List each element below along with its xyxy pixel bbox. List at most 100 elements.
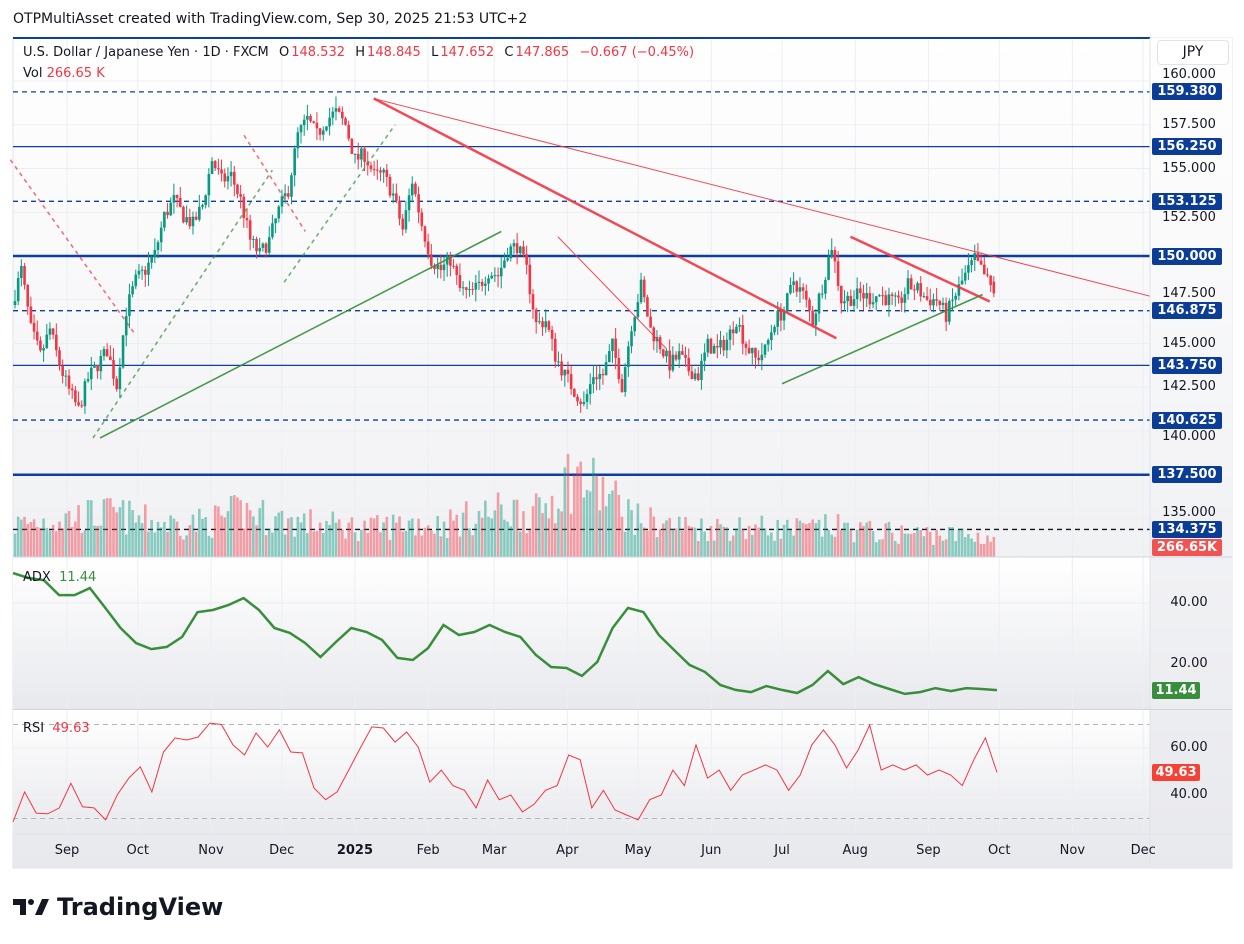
candle [407, 188, 411, 222]
candle [112, 348, 115, 386]
candle [86, 371, 90, 383]
trendline[interactable] [373, 97, 837, 340]
candle-body [843, 301, 846, 304]
volume-bar [347, 522, 350, 557]
volume-bar [531, 506, 535, 557]
candle-body [477, 281, 481, 283]
volume-bar [662, 523, 665, 557]
volume-bar [131, 510, 134, 557]
trendline[interactable] [243, 134, 307, 232]
candle [274, 218, 277, 234]
candle-body [566, 369, 570, 375]
trendline[interactable] [557, 236, 667, 350]
symbol-name[interactable]: U.S. Dollar / Japanese Yen · 1D · FXCM [23, 45, 269, 60]
candle [372, 160, 376, 176]
candle-body [808, 299, 811, 311]
candle-body [166, 211, 169, 216]
volume-legend[interactable]: Vol 266.65 K [23, 66, 105, 81]
candle-body [267, 237, 271, 253]
candle-body [480, 281, 484, 286]
candle-body [226, 176, 230, 182]
volume-bar [967, 534, 970, 557]
trendline[interactable] [781, 293, 984, 385]
volume-bar [220, 515, 223, 557]
volume-bar [201, 518, 204, 557]
volume-bar [604, 506, 608, 557]
candle [827, 249, 830, 281]
candle [477, 270, 481, 290]
candle-body [735, 326, 738, 334]
candle [436, 257, 439, 279]
candle [522, 240, 525, 258]
tradingview-logo[interactable]: TradingView [13, 893, 223, 921]
volume-bar [48, 530, 52, 557]
candle-body [239, 194, 242, 197]
volume-bar [871, 531, 875, 557]
volume-bar [280, 510, 284, 557]
candle-body [919, 283, 923, 297]
candle-body [839, 285, 843, 304]
candle-body [979, 260, 983, 265]
candle-body [318, 128, 322, 135]
volume-bar [464, 501, 468, 557]
volume-bar [814, 523, 818, 557]
volume-bar [836, 514, 840, 557]
candle-body [560, 361, 563, 376]
candle [185, 205, 188, 225]
candle-body [302, 119, 306, 126]
candle [627, 341, 630, 377]
trendline[interactable] [283, 124, 396, 283]
volume-bar [525, 533, 528, 557]
volume-tag: 266.65K [1152, 538, 1222, 556]
currency-button[interactable]: JPY [1157, 40, 1229, 65]
volume-bar [782, 524, 786, 557]
candle-body [770, 332, 773, 340]
trendline[interactable] [99, 230, 502, 439]
rsi-value: 49.63 [52, 721, 90, 736]
volume-bar [906, 533, 910, 557]
level-price-tag: 156.250 [1152, 138, 1222, 156]
volume-bar [423, 527, 427, 557]
volume-bar [563, 467, 567, 557]
candle [337, 106, 341, 113]
candle-body [280, 196, 284, 207]
volume-bar [859, 522, 862, 557]
volume-bar [477, 510, 481, 557]
candle [604, 354, 608, 376]
candle [868, 286, 872, 310]
candle [258, 237, 262, 256]
volume-bar [102, 499, 106, 557]
candle [534, 307, 538, 334]
rsi-legend[interactable]: RSI 49.63 [23, 721, 90, 736]
trendline[interactable] [373, 98, 1151, 297]
candle-body [627, 346, 630, 368]
candle-body [944, 302, 948, 322]
candle-body [172, 194, 176, 203]
volume-bar [153, 532, 157, 557]
candle-body [894, 295, 897, 297]
trendline[interactable] [849, 235, 991, 303]
candle-body [391, 193, 395, 196]
candle [74, 385, 77, 407]
candle-body [541, 321, 544, 328]
candle-body [360, 148, 363, 160]
candle [693, 368, 697, 382]
symbol-legend[interactable]: U.S. Dollar / Japanese Yen · 1D · FXCM O… [23, 45, 696, 60]
candle [881, 286, 884, 306]
trendline[interactable] [92, 169, 273, 439]
trendline[interactable] [9, 159, 137, 336]
trendlines[interactable] [9, 97, 1151, 439]
volume-bar [398, 516, 401, 557]
volume-bar [80, 532, 84, 557]
candle [439, 254, 443, 279]
candle [147, 251, 150, 286]
volume-bar [318, 522, 322, 557]
adx-legend[interactable]: ADX 11.44 [23, 570, 96, 585]
candle [607, 344, 611, 363]
price-axis[interactable] [1150, 38, 1232, 868]
volume-bar [58, 521, 61, 557]
candle [515, 233, 519, 265]
candle-body [363, 148, 366, 162]
price-axis-label: 142.500 [1162, 379, 1216, 395]
